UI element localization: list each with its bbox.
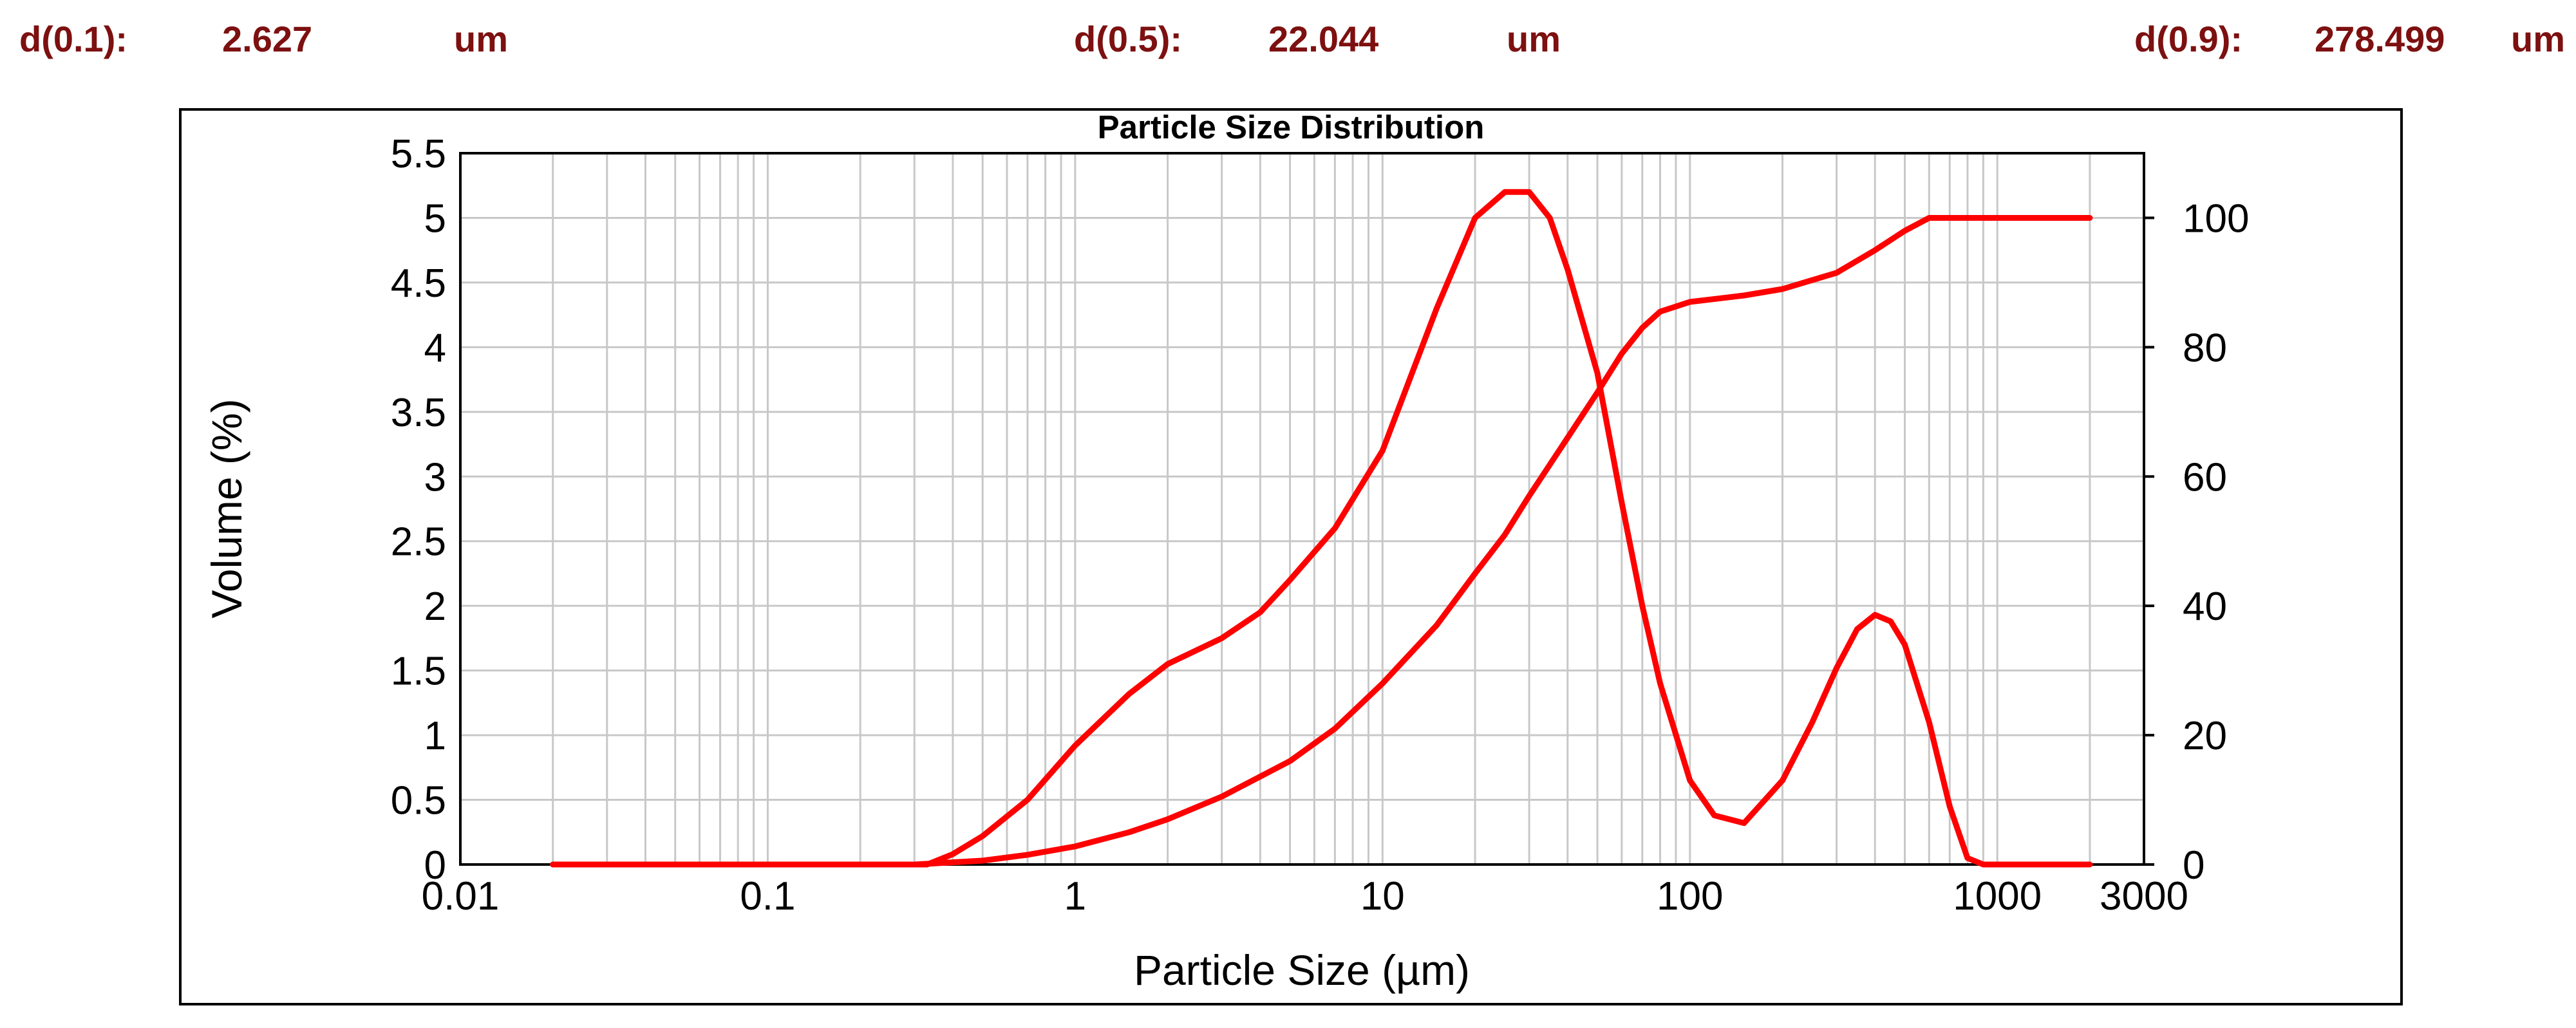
- y2-tick-label: 100: [2183, 196, 2249, 241]
- y-tick-label: 4.5: [391, 261, 446, 306]
- y-axis-ticks: 0 0.5 1 1.5 2 2.5 3 3.5 4 4.5 5 5.5: [391, 132, 446, 888]
- y-tick-label: 1.5: [391, 650, 446, 694]
- y2-tick-label: 20: [2183, 714, 2227, 758]
- y-tick-label: 2.5: [391, 520, 446, 565]
- x-tick-label: 0.1: [740, 874, 795, 919]
- x-tick-label: 1: [1064, 874, 1086, 919]
- y2-tick-label: 60: [2183, 455, 2227, 500]
- d10-label: d(0.1):: [19, 19, 127, 59]
- d50-label: d(0.5):: [1074, 19, 1182, 59]
- x-axis-title: Particle Size (µm): [1134, 946, 1470, 994]
- d10-unit: um: [454, 19, 508, 59]
- y-tick-label: 0.5: [391, 779, 446, 823]
- d10-value: 2.627: [222, 19, 313, 59]
- x-tick-label: 1000: [1953, 874, 2042, 919]
- series-lines: [550, 189, 2093, 868]
- y-tick-label: 4: [424, 326, 446, 370]
- d50-value: 22.044: [1268, 19, 1379, 59]
- chart-title: Particle Size Distribution: [1098, 109, 1485, 145]
- x-tick-label: 100: [1657, 874, 1723, 919]
- y-tick-label: 1: [424, 714, 446, 758]
- y2-tick-label: 80: [2183, 326, 2227, 370]
- x-tick-label: 10: [1360, 874, 1405, 919]
- y-tick-label: 3: [424, 455, 446, 500]
- d90-unit: um: [2511, 19, 2565, 59]
- d90-label: d(0.9):: [2134, 19, 2242, 59]
- y-tick-label: 0: [424, 843, 446, 888]
- plot-area-border: [459, 152, 2145, 866]
- y-tick-label: 5: [424, 196, 446, 241]
- x-tick-label: 0.01: [422, 874, 500, 919]
- y-tick-label: 5.5: [391, 132, 446, 176]
- y2-tick-label: 0: [2183, 843, 2205, 888]
- y-tick-label: 2: [424, 584, 446, 629]
- y2-tick-label: 40: [2183, 584, 2227, 629]
- d50-unit: um: [1507, 19, 1561, 59]
- y-axis-title: Volume (%): [203, 398, 250, 618]
- y2-axis-ticks: 0 20 40 60 80 100: [2144, 196, 2249, 888]
- y-tick-label: 3.5: [391, 391, 446, 435]
- frequency-curve: [550, 189, 2093, 868]
- d90-value: 278.499: [2315, 19, 2445, 59]
- cumulative-curve: [550, 215, 2093, 868]
- x-tick-label: 3000: [2100, 874, 2188, 919]
- x-axis-ticks: 0.01 0.1 1 10 100 1000 3000: [422, 874, 2188, 919]
